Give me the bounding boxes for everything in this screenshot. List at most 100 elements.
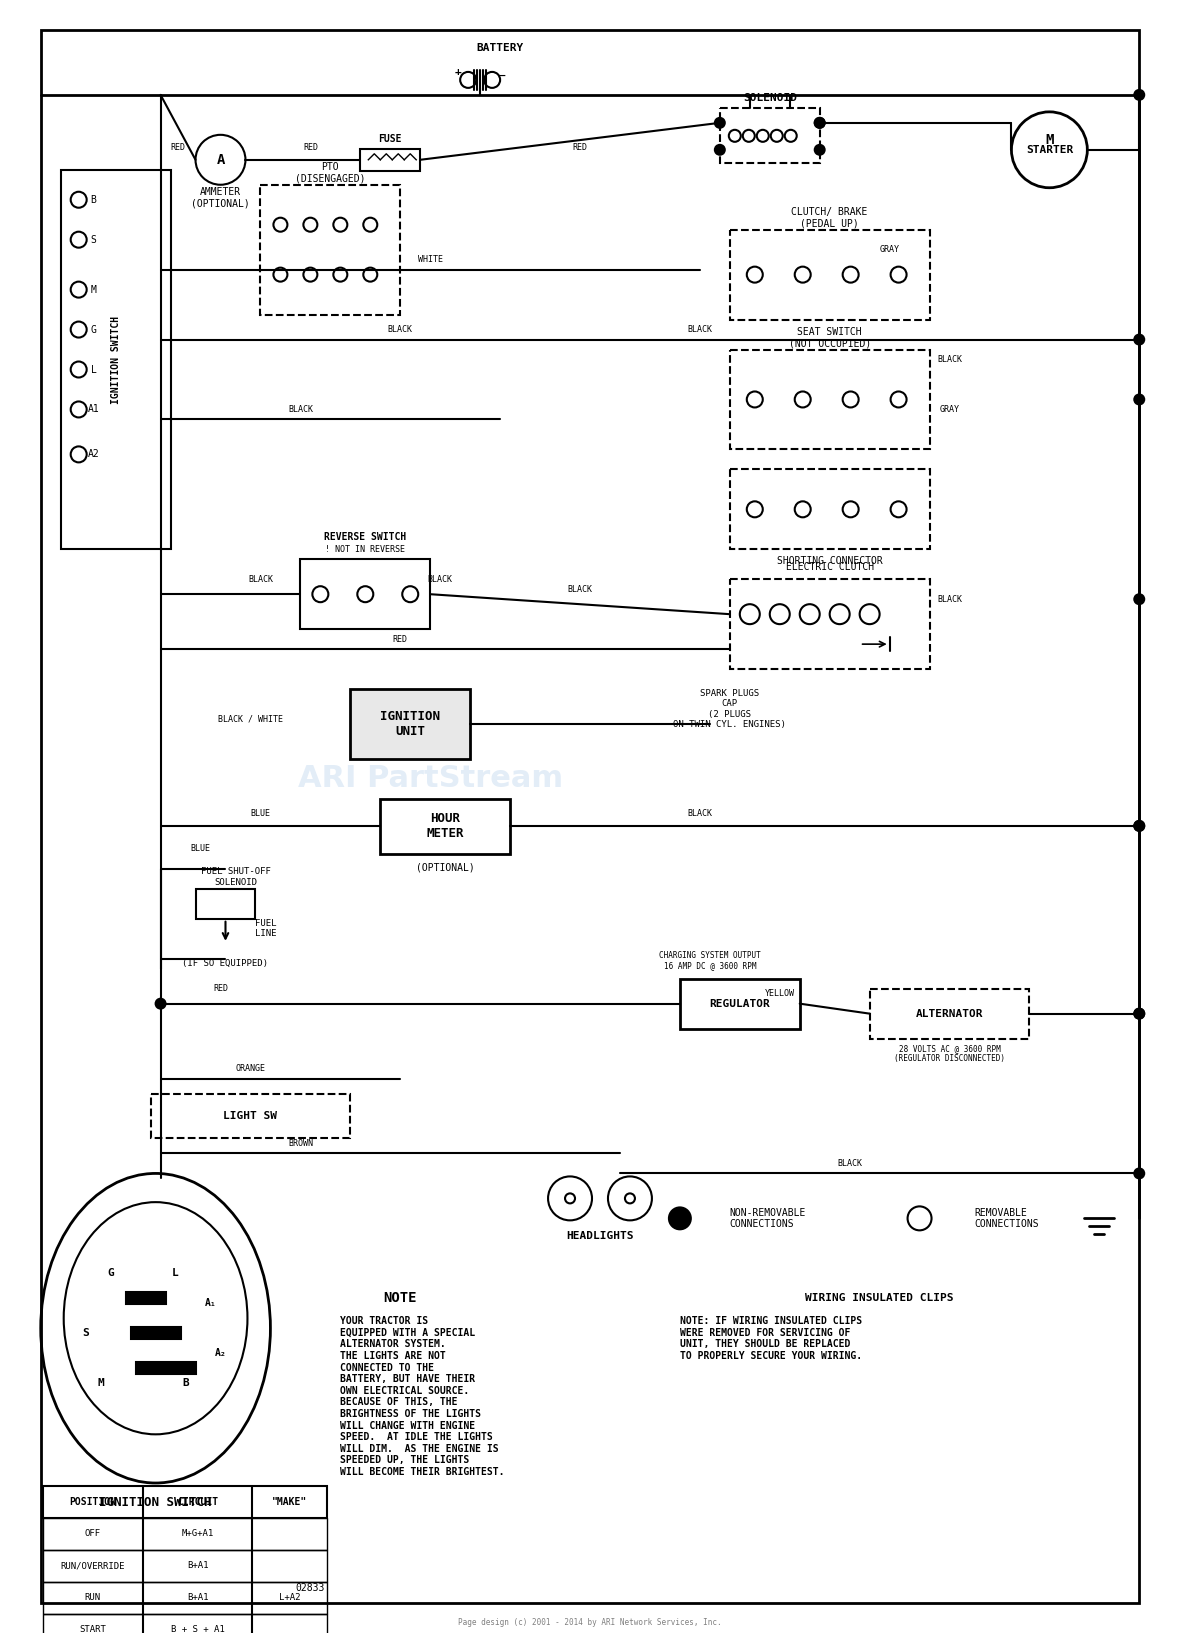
Text: A₁: A₁ [204, 1298, 216, 1308]
Bar [729, 229, 930, 319]
Text: REGULATOR: REGULATOR [709, 999, 771, 1009]
Text: L+A2: L+A2 [280, 1594, 301, 1602]
Text: M: M [91, 284, 97, 294]
Text: HOUR
METER: HOUR METER [426, 813, 464, 840]
Bar [720, 108, 820, 164]
Text: BLACK: BLACK [248, 576, 273, 584]
Text: SOLENOID: SOLENOID [742, 93, 797, 103]
Text: ELECTRIC CLUTCH: ELECTRIC CLUTCH [786, 562, 873, 572]
Text: B: B [91, 195, 97, 204]
Text: WHITE: WHITE [418, 255, 442, 265]
Circle shape [814, 116, 826, 129]
Text: ARI PartStream: ARI PartStream [297, 765, 563, 793]
Text: RUN/OVERRIDE: RUN/OVERRIDE [60, 1561, 125, 1570]
Text: (OPTIONAL): (OPTIONAL) [415, 863, 474, 873]
Text: B+A1: B+A1 [186, 1594, 209, 1602]
Circle shape [1133, 1167, 1146, 1179]
Circle shape [714, 144, 726, 155]
Circle shape [668, 1207, 691, 1231]
Text: −: − [499, 70, 505, 80]
Circle shape [714, 116, 726, 129]
Text: REMOVABLE
CONNECTIONS: REMOVABLE CONNECTIONS [975, 1208, 1040, 1230]
Text: RED: RED [214, 984, 228, 992]
Circle shape [1133, 594, 1146, 605]
Text: BLACK: BLACK [688, 325, 713, 334]
Bar [131, 1328, 181, 1339]
Text: BLACK: BLACK [688, 809, 713, 819]
Text: NOTE: IF WIRING INSULATED CLIPS
WERE REMOVED FOR SERVICING OF
UNIT, THEY SHOULD : NOTE: IF WIRING INSULATED CLIPS WERE REM… [680, 1316, 863, 1360]
Text: L: L [172, 1269, 179, 1279]
Bar [136, 1362, 196, 1373]
Text: CHARGING SYSTEM OUTPUT
16 AMP DC @ 3600 RPM: CHARGING SYSTEM OUTPUT 16 AMP DC @ 3600 … [658, 952, 761, 971]
Text: RED: RED [171, 144, 185, 152]
Bar [60, 170, 171, 549]
Text: BLACK: BLACK [288, 405, 313, 414]
Text: RED: RED [393, 634, 408, 644]
Text: A₂: A₂ [215, 1349, 227, 1359]
Text: BLACK: BLACK [427, 576, 453, 584]
Text: IGNITION SWITCH: IGNITION SWITCH [111, 316, 120, 404]
Text: BLACK / WHITE: BLACK / WHITE [218, 714, 283, 724]
Bar [42, 1550, 327, 1583]
Text: SPARK PLUGS
CAP
(2 PLUGS
ON TWIN CYL. ENGINES): SPARK PLUGS CAP (2 PLUGS ON TWIN CYL. EN… [674, 688, 786, 729]
Text: BLACK: BLACK [388, 325, 413, 334]
Text: RED: RED [303, 144, 317, 152]
Bar [680, 979, 800, 1028]
Text: (IF SO EQUIPPED): (IF SO EQUIPPED) [183, 960, 269, 968]
Text: CIRCUIT: CIRCUIT [177, 1498, 218, 1507]
Text: G: G [107, 1269, 114, 1279]
Bar [729, 350, 930, 450]
Text: ORANGE: ORANGE [236, 1064, 266, 1073]
Bar [350, 688, 470, 759]
Text: POSITION: POSITION [70, 1498, 116, 1507]
Text: BLACK: BLACK [568, 585, 592, 594]
Text: ! NOT IN REVERSE: ! NOT IN REVERSE [326, 544, 405, 554]
Text: A1: A1 [87, 404, 99, 414]
Text: M+G+A1: M+G+A1 [182, 1529, 214, 1539]
Bar [380, 800, 510, 853]
Text: BLACK: BLACK [837, 1159, 863, 1167]
Text: 02833: 02833 [296, 1583, 325, 1592]
Text: YOUR TRACTOR IS
EQUIPPED WITH A SPECIAL
ALTERNATOR SYSTEM.
THE LIGHTS ARE NOT
CO: YOUR TRACTOR IS EQUIPPED WITH A SPECIAL … [340, 1316, 505, 1476]
Bar [870, 989, 1029, 1038]
Circle shape [155, 997, 166, 1010]
Circle shape [625, 1194, 635, 1203]
Text: STARTER: STARTER [1025, 146, 1073, 155]
Bar [42, 1583, 327, 1614]
Circle shape [1133, 334, 1146, 345]
Text: GRAY: GRAY [939, 405, 959, 414]
Text: BATTERY: BATTERY [477, 43, 524, 52]
Text: S: S [83, 1328, 88, 1337]
Text: LIGHT SW: LIGHT SW [223, 1112, 277, 1122]
Circle shape [1133, 1007, 1146, 1020]
Text: OFF: OFF [85, 1529, 100, 1539]
Circle shape [1133, 819, 1146, 832]
Bar [261, 185, 400, 314]
Bar [151, 1094, 350, 1138]
Text: S: S [91, 235, 97, 245]
Text: REVERSE SWITCH: REVERSE SWITCH [324, 533, 406, 543]
Text: SEAT SWITCH
(NOT OCCUPIED): SEAT SWITCH (NOT OCCUPIED) [788, 327, 871, 348]
Circle shape [565, 1194, 575, 1203]
Text: START: START [79, 1625, 106, 1635]
Text: B: B [182, 1378, 189, 1388]
Circle shape [814, 144, 826, 155]
Text: NOTE: NOTE [384, 1292, 417, 1305]
Text: ALTERNATOR: ALTERNATOR [916, 1009, 983, 1019]
Bar [42, 1486, 327, 1517]
Text: HEADLIGHTS: HEADLIGHTS [566, 1231, 634, 1241]
Bar [42, 1614, 327, 1635]
Circle shape [1133, 88, 1146, 101]
Text: AMMETER
(OPTIONAL): AMMETER (OPTIONAL) [191, 186, 250, 209]
Text: G: G [91, 325, 97, 335]
Text: IGNITION
UNIT: IGNITION UNIT [380, 710, 440, 737]
Text: B + S + A1: B + S + A1 [171, 1625, 224, 1635]
Text: CLUTCH/ BRAKE
(PEDAL UP): CLUTCH/ BRAKE (PEDAL UP) [792, 208, 867, 229]
Circle shape [1133, 394, 1146, 405]
Text: GRAY: GRAY [879, 245, 899, 253]
Circle shape [814, 116, 826, 129]
Text: FUEL
LINE: FUEL LINE [255, 919, 276, 938]
Bar [729, 579, 930, 669]
Text: Page design (c) 2001 - 2014 by ARI Network Services, Inc.: Page design (c) 2001 - 2014 by ARI Netwo… [458, 1619, 722, 1627]
Text: NON-REMOVABLE
CONNECTIONS: NON-REMOVABLE CONNECTIONS [729, 1208, 806, 1230]
